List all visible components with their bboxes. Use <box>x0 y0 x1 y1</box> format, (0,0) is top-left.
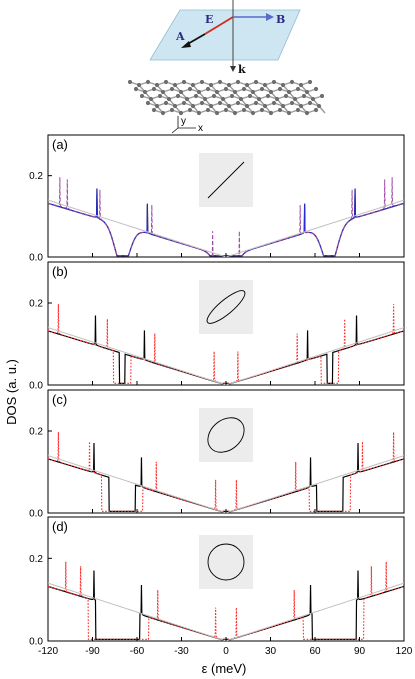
polarization-inset <box>199 535 253 589</box>
panel-label: (a) <box>52 137 68 152</box>
panel-label: (b) <box>52 264 68 279</box>
series-gray-reference <box>48 199 404 257</box>
panel-label: (d) <box>52 519 68 534</box>
panel-b: 0.0 0.2 (b) <box>29 261 405 392</box>
dos-panels: 0.0 0.2 (a) 0.0 0.2 (b) 0.0 0.2 (c) 0.0 0.2 -120 -90… <box>29 134 413 657</box>
x-axis-indicator-label: x <box>198 123 203 134</box>
x-tick-label: 30 <box>265 646 277 657</box>
e-field-label: E <box>205 13 213 26</box>
y-tick-label: 0.0 <box>29 253 43 264</box>
y-tick-label: 0.2 <box>29 427 43 438</box>
x-axis-label: ε (meV) <box>202 661 247 676</box>
b-field-label: B <box>276 13 285 26</box>
x-tick-label: -90 <box>85 646 100 657</box>
y-tick-label: 0.2 <box>29 299 43 310</box>
x-tick-label: 60 <box>309 646 321 657</box>
graphene-lattice <box>127 79 326 116</box>
panel-d: 0.0 0.2 -120 -90 -60 -30 0 30 60 90 120 (d) <box>29 516 413 657</box>
xy-axes-indicator: y x <box>171 116 203 134</box>
x-tick-label: 0 <box>223 646 229 657</box>
series-red-dotted <box>48 561 404 640</box>
x-tick-label: 90 <box>354 646 366 657</box>
y-tick-label: 0.0 <box>29 509 43 520</box>
y-tick-label: 0.0 <box>29 637 43 648</box>
potential-label: A <box>175 30 185 43</box>
y-axis-label: DOS (a. u.) <box>4 359 19 425</box>
y-tick-label: 0.0 <box>29 381 43 392</box>
b-field-arrowhead <box>266 13 274 21</box>
panel-a: 0.0 0.2 (a) <box>29 134 405 264</box>
panel-c: 0.0 0.2 (c) <box>29 389 405 520</box>
geometry-diagram: E B A k y x <box>127 0 326 134</box>
x-tick-label: -30 <box>174 646 189 657</box>
polarization-plane <box>149 9 301 61</box>
panel-label: (c) <box>52 392 67 407</box>
y-axis-indicator-label: y <box>181 116 186 127</box>
series-gray-reference <box>48 455 404 513</box>
x-tick-label: -120 <box>38 646 58 657</box>
x-tick-label: 120 <box>396 646 413 657</box>
wavevector-arrowhead <box>230 66 236 72</box>
e-field-arrow <box>204 16 234 35</box>
y-tick-label: 0.2 <box>29 554 43 565</box>
wavevector-label: k <box>238 63 246 76</box>
polarization-inset <box>199 280 253 334</box>
y-tick-label: 0.2 <box>29 171 43 182</box>
series-gray-reference <box>48 582 404 641</box>
series-gray-reference <box>48 327 404 385</box>
x-tick-label: -60 <box>130 646 145 657</box>
polarization-inset <box>199 408 253 462</box>
potential-arrowhead <box>181 41 191 48</box>
